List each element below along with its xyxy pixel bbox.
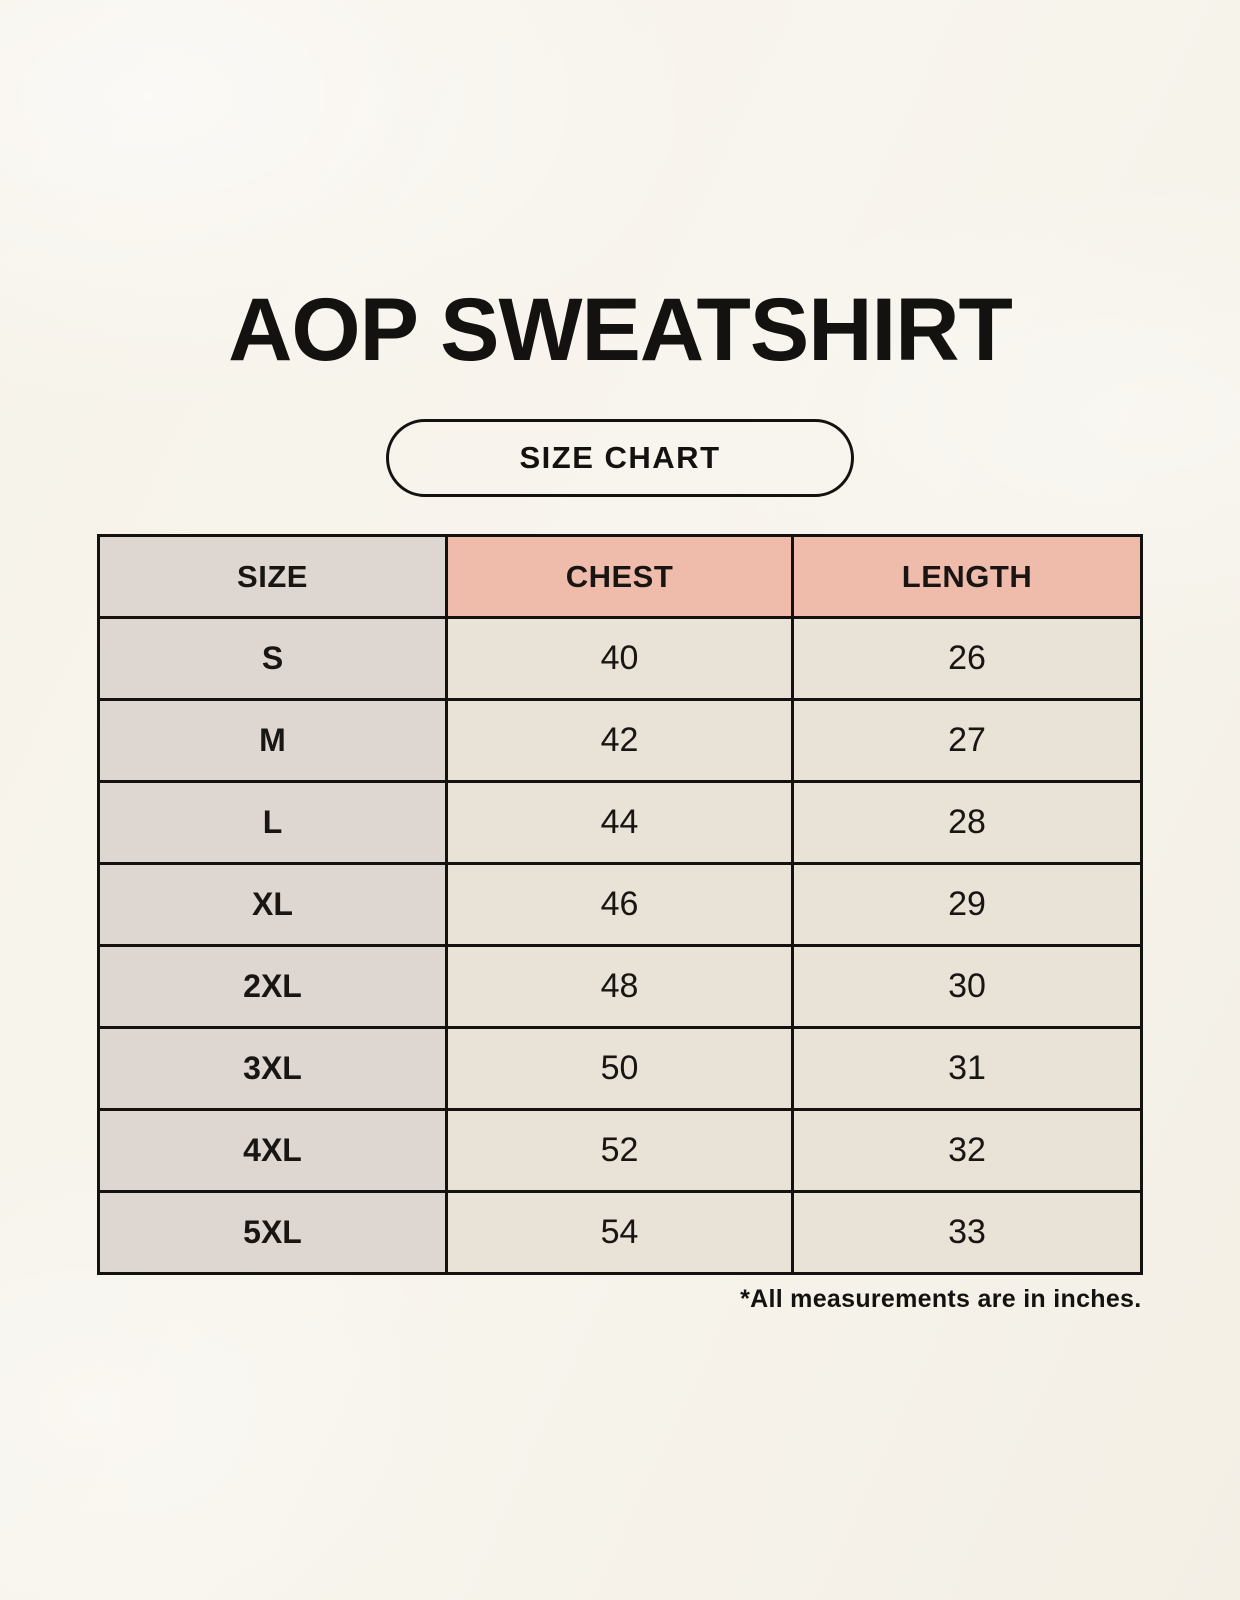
header-row: SIZE CHEST LENGTH (97, 534, 1143, 620)
size-cell: 5XL (97, 1190, 448, 1276)
measurements-footnote: *All measurements are in inches. (740, 1285, 1142, 1314)
column-header-chest: CHEST (445, 534, 794, 620)
length-cell: 27 (791, 698, 1143, 784)
table-row: 5XL 54 33 (97, 1190, 1143, 1276)
chest-cell: 40 (445, 616, 794, 702)
size-cell: L (97, 780, 448, 866)
chest-cell: 46 (445, 862, 794, 948)
chest-cell: 48 (445, 944, 794, 1030)
size-cell: M (97, 698, 448, 784)
table-row: 2XL 48 30 (97, 944, 1143, 1030)
size-chart-badge[interactable]: SIZE CHART (386, 419, 854, 498)
size-table: SIZE CHEST LENGTH S 40 26 M 42 27 L 44 2… (97, 534, 1143, 1276)
table-row: XL 46 29 (97, 862, 1143, 948)
size-cell: 2XL (97, 944, 448, 1030)
length-cell: 29 (791, 862, 1143, 948)
table-row: M 42 27 (97, 698, 1143, 784)
size-table-body: S 40 26 M 42 27 L 44 28 XL 46 29 2XL 48 … (97, 616, 1143, 1276)
table-row: 4XL 52 32 (97, 1108, 1143, 1194)
column-header-size: SIZE (97, 534, 448, 620)
table-row: 3XL 50 31 (97, 1026, 1143, 1112)
length-cell: 26 (791, 616, 1143, 702)
length-cell: 31 (791, 1026, 1143, 1112)
badge-row: SIZE CHART (0, 419, 1240, 498)
chest-cell: 42 (445, 698, 794, 784)
chest-cell: 44 (445, 780, 794, 866)
length-cell: 28 (791, 780, 1143, 866)
size-cell: 3XL (97, 1026, 448, 1112)
size-cell: S (97, 616, 448, 702)
column-header-length: LENGTH (791, 534, 1143, 620)
chest-cell: 54 (445, 1190, 794, 1276)
length-cell: 30 (791, 944, 1143, 1030)
table-row: S 40 26 (97, 616, 1143, 702)
size-cell: XL (97, 862, 448, 948)
length-cell: 33 (791, 1190, 1143, 1276)
chest-cell: 50 (445, 1026, 794, 1112)
chest-cell: 52 (445, 1108, 794, 1194)
length-cell: 32 (791, 1108, 1143, 1194)
page-title: AOP SWEATSHIRT (228, 279, 1013, 379)
size-cell: 4XL (97, 1108, 448, 1194)
size-table-header: SIZE CHEST LENGTH (97, 534, 1143, 620)
table-row: L 44 28 (97, 780, 1143, 866)
